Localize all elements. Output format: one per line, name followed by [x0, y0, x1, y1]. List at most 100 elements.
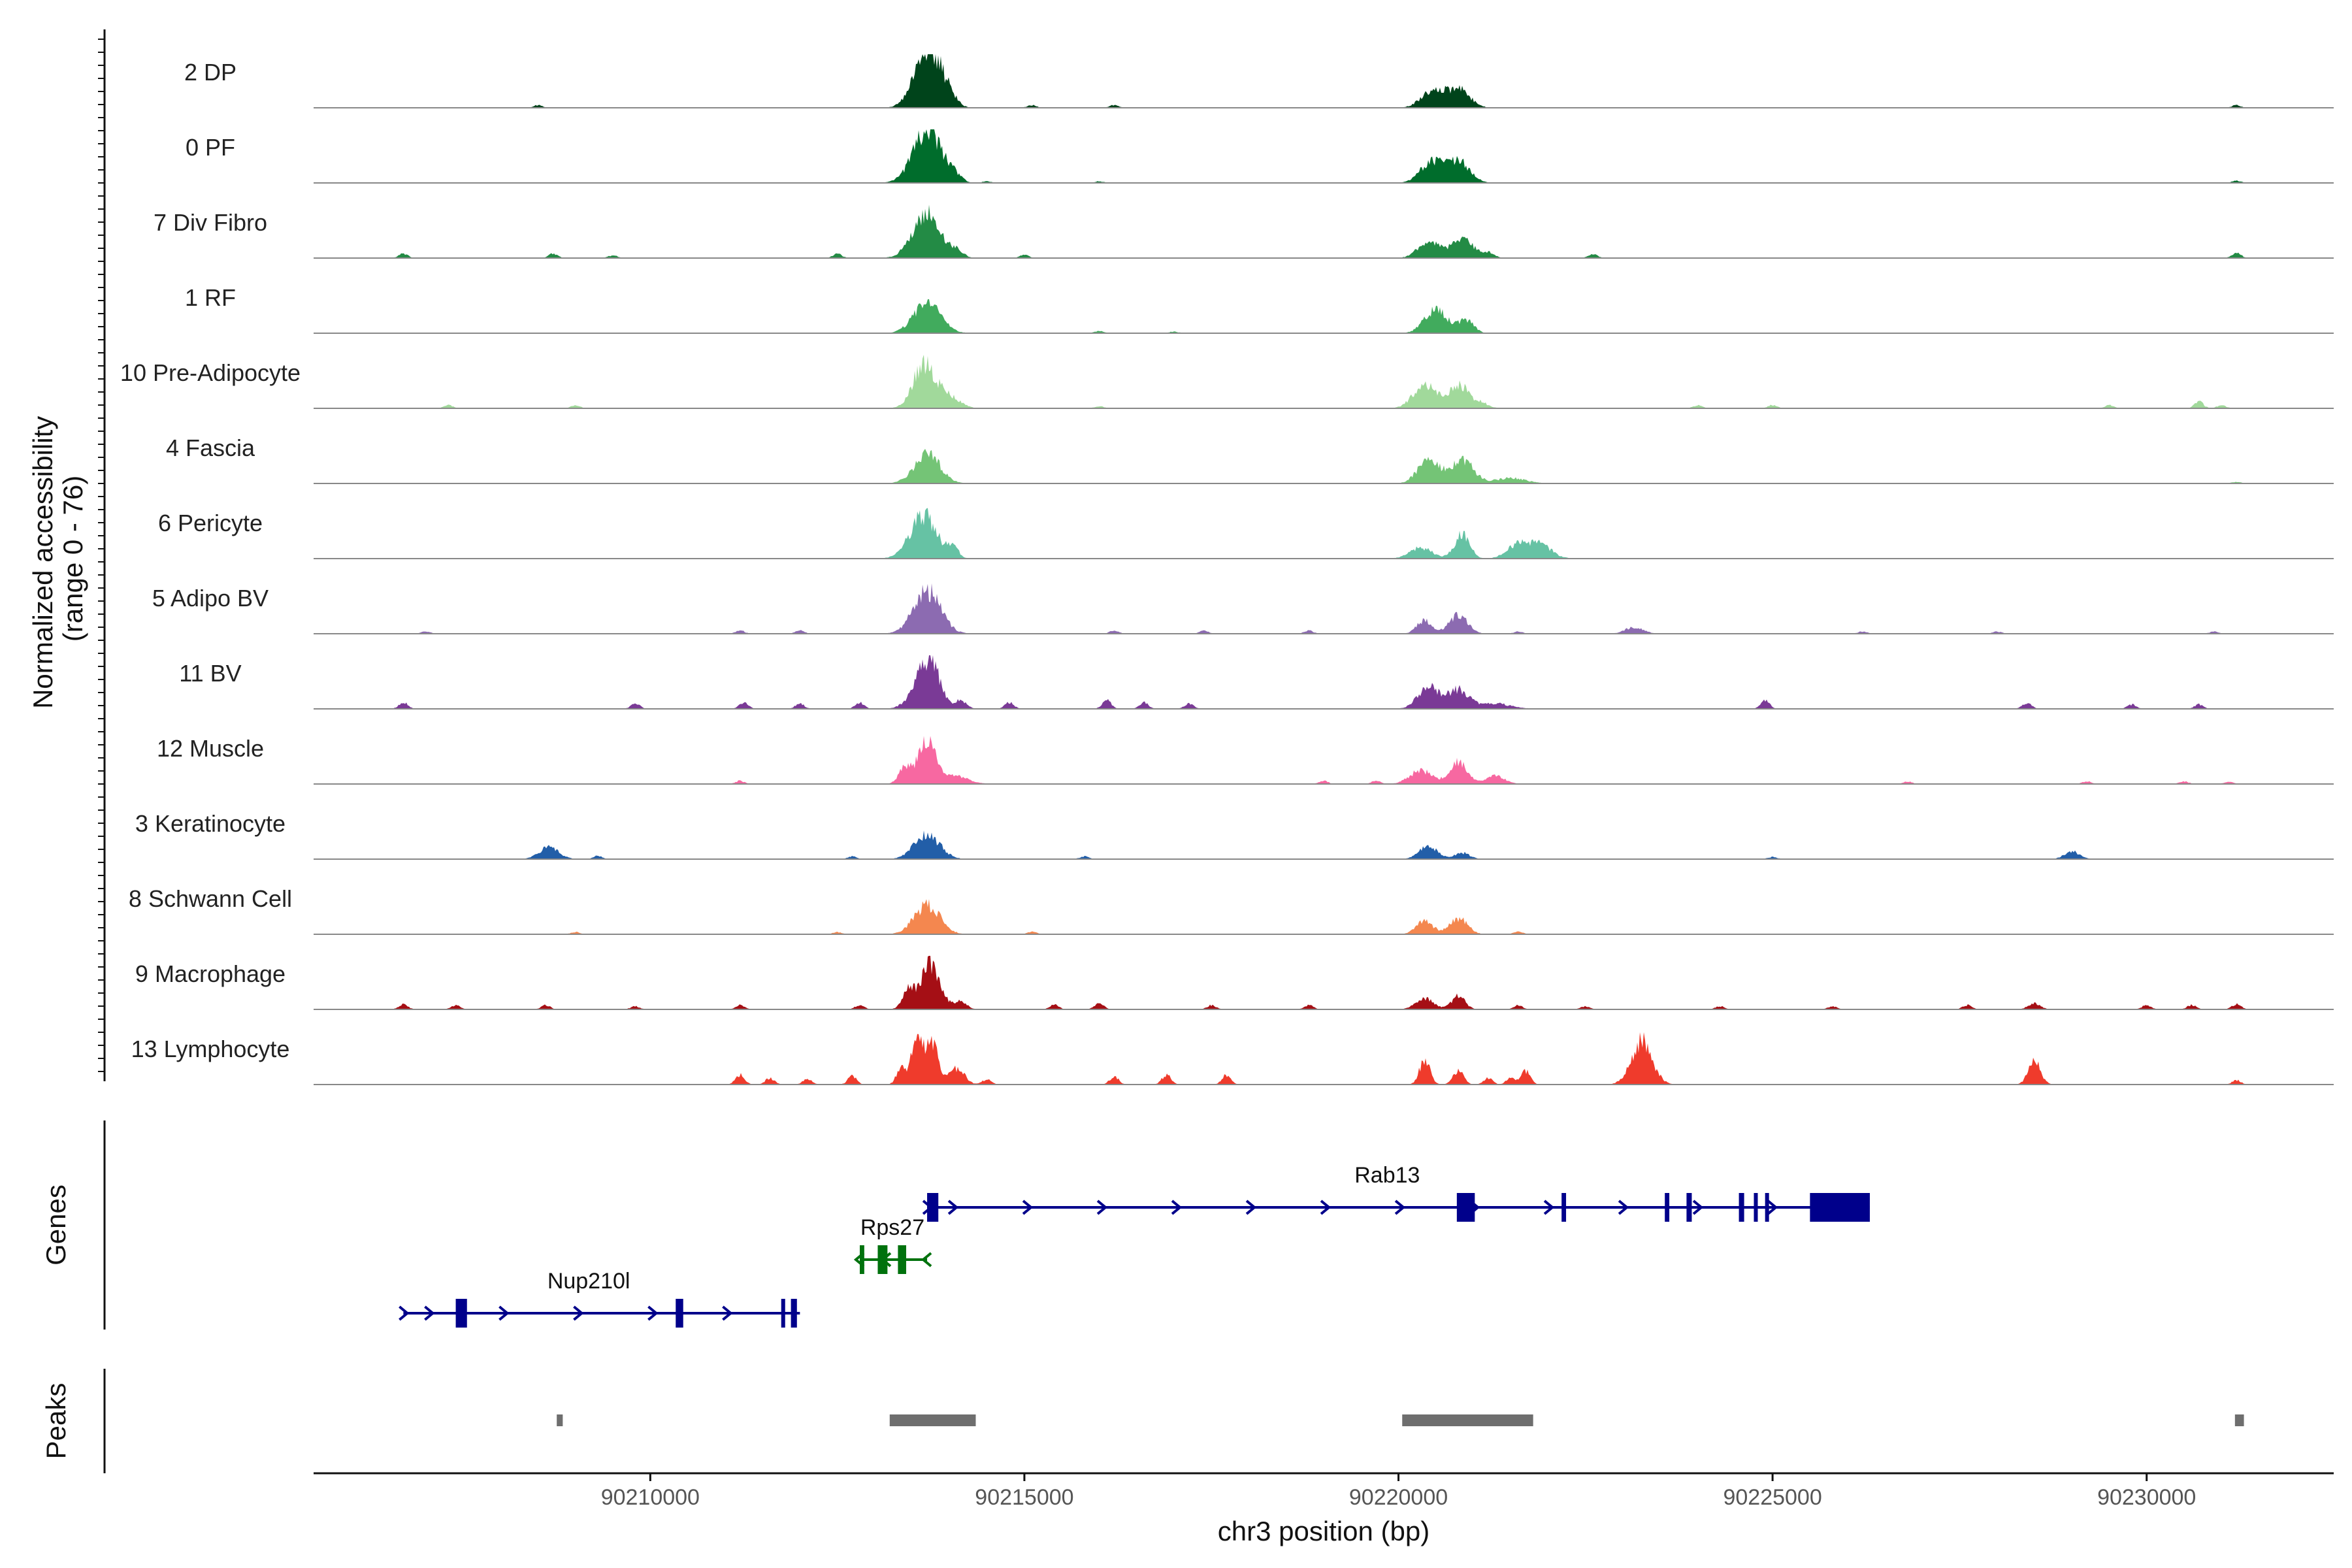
gene-exon	[1810, 1193, 1870, 1222]
strand-arrow	[573, 1305, 584, 1321]
coverage-y-ticks	[98, 39, 105, 1072]
strand-arrow	[1767, 1200, 1778, 1215]
coverage-track: 8 Schwann Cell	[129, 885, 2334, 935]
coverage-track: 6 Pericyte	[158, 508, 2334, 559]
gene-exon	[1765, 1193, 1769, 1222]
coverage-track: 2 DP	[184, 54, 2334, 108]
track-label: 2 DP	[184, 59, 237, 86]
gene-exon	[1665, 1193, 1670, 1222]
strand-arrow	[647, 1305, 659, 1321]
track-label: 8 Schwann Cell	[129, 885, 292, 912]
coverage-area	[314, 899, 2334, 934]
track-label: 12 Muscle	[157, 735, 264, 762]
peak-region	[1402, 1414, 1533, 1426]
peak-region	[2234, 1414, 2244, 1426]
track-label: 9 Macrophage	[135, 960, 286, 987]
track-label: 11 BV	[179, 660, 241, 687]
gene-exon	[791, 1299, 797, 1328]
gene-model: Rps27	[853, 1215, 932, 1274]
gene-label: Rps27	[860, 1215, 924, 1240]
x-axis-title: chr3 position (bp)	[1218, 1516, 1430, 1546]
strand-arrow	[921, 1252, 932, 1267]
coverage-area	[314, 355, 2334, 408]
gene-exon	[676, 1299, 683, 1328]
gene-label: Nup210l	[547, 1269, 630, 1294]
x-tick-label: 90210000	[601, 1485, 700, 1510]
coverage-area	[314, 736, 2334, 784]
peak-region	[557, 1414, 563, 1426]
coverage-track: 3 Keratinocyte	[135, 810, 2334, 860]
coverage-track: 1 RF	[185, 284, 2334, 334]
strand-arrow	[399, 1305, 410, 1321]
strand-arrow	[1245, 1200, 1257, 1215]
track-label: 4 Fascia	[166, 434, 255, 461]
x-tick-label: 90215000	[975, 1485, 1073, 1510]
coverage-area	[314, 1032, 2334, 1085]
coverage-tracks: 2 DP 0 PF 7 Div Fibro 1 RF 10 Pre-Adipocyte 4…	[120, 54, 2334, 1085]
track-label: 13 Lymphocyte	[131, 1036, 290, 1062]
strand-arrow	[1543, 1200, 1555, 1215]
coverage-track: 5 Adipo BV	[152, 583, 2334, 634]
coverage-area	[314, 449, 2334, 483]
strand-arrow	[424, 1305, 435, 1321]
track-label: 5 Adipo BV	[152, 585, 269, 612]
track-label: 3 Keratinocyte	[135, 810, 286, 837]
gene-exon	[927, 1193, 939, 1222]
track-label: 6 Pericyte	[158, 510, 263, 536]
strand-arrow	[1171, 1200, 1183, 1215]
genes-panel-title: Genes	[41, 1184, 71, 1266]
coverage-area	[314, 655, 2334, 709]
x-tick-label: 90230000	[2097, 1485, 2196, 1510]
gene-exon	[781, 1299, 785, 1328]
x-axis-ticks: 90210000 90215000 90220000 90225000 90230000	[601, 1473, 2196, 1510]
gene-exon	[1456, 1193, 1475, 1222]
coverage-track: 12 Muscle	[157, 735, 2334, 785]
coverage-area	[314, 204, 2334, 258]
coverage-area	[314, 54, 2334, 108]
strand-arrow	[498, 1305, 510, 1321]
track-label: 7 Div Fibro	[154, 209, 267, 236]
strand-arrow	[722, 1305, 733, 1321]
peaks-track	[557, 1414, 2244, 1426]
strand-arrow	[1320, 1200, 1331, 1215]
y-axis-title-line1: Normalized accessibility	[27, 416, 58, 709]
gene-exon	[1739, 1193, 1744, 1222]
track-label: 0 PF	[186, 134, 235, 161]
coverage-track: 7 Div Fibro	[154, 204, 2334, 259]
coverage-area	[314, 956, 2334, 1009]
x-tick-label: 90225000	[1723, 1485, 1821, 1510]
gene-model: Nup210l	[399, 1269, 800, 1328]
gene-exon	[1754, 1193, 1758, 1222]
coverage-track: 0 PF	[186, 129, 2334, 184]
genes-track: Rab13 Rps27 Nup210l	[399, 1163, 1870, 1328]
y-axis-title: Normalized accessibility (range 0 - 76)	[27, 408, 88, 709]
strand-arrow	[1394, 1200, 1406, 1215]
strand-arrow	[1618, 1200, 1629, 1215]
strand-arrow	[1692, 1200, 1704, 1215]
y-axis-title-line2: (range 0 - 76)	[57, 476, 88, 642]
peak-region	[889, 1414, 976, 1426]
gene-exon	[877, 1245, 888, 1274]
peaks-panel-title: Peaks	[41, 1383, 71, 1460]
track-label: 1 RF	[185, 284, 236, 311]
coverage-area	[314, 129, 2334, 183]
coverage-track: 4 Fascia	[166, 434, 2334, 484]
coverage-area	[314, 299, 2334, 333]
gene-exon	[1686, 1193, 1692, 1222]
strand-arrow	[1022, 1200, 1034, 1215]
gene-model: Rab13	[922, 1163, 1870, 1222]
gene-exon	[455, 1299, 467, 1328]
coverage-track: 10 Pre-Adipocyte	[120, 355, 2334, 409]
gene-exon	[859, 1245, 864, 1274]
gene-exon	[898, 1245, 906, 1274]
x-tick-label: 90220000	[1349, 1485, 1448, 1510]
track-label: 10 Pre-Adipocyte	[120, 359, 301, 386]
coverage-track: 9 Macrophage	[135, 956, 2334, 1010]
strand-arrow	[1096, 1200, 1108, 1215]
gene-exon	[1561, 1193, 1567, 1222]
coverage-area	[314, 583, 2334, 634]
coverage-track: 11 BV	[179, 655, 2334, 710]
gene-label: Rab13	[1354, 1163, 1420, 1188]
coverage-area	[314, 508, 2334, 559]
